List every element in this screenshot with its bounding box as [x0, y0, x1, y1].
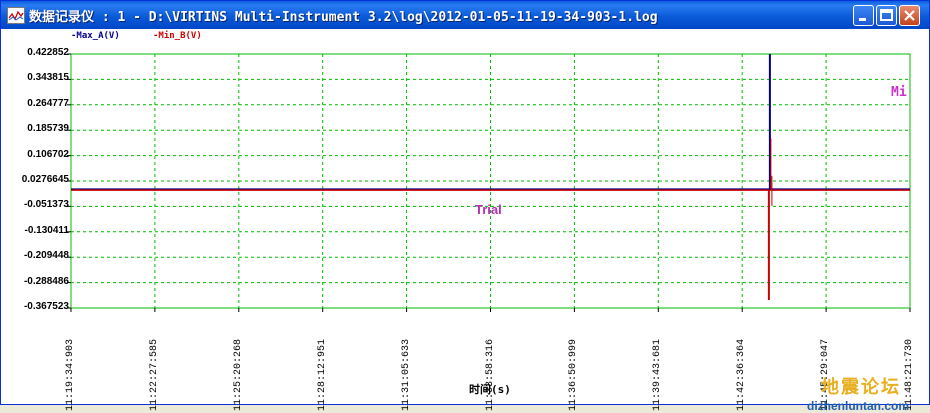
maximize-icon: [880, 9, 893, 21]
minimize-icon: [859, 18, 866, 21]
x-axis-label: 时间(s): [469, 383, 511, 396]
x-tick-label-text: 11:39:43:681: [652, 338, 664, 411]
x-tick-label-text: 11:42:36:364: [736, 338, 748, 411]
chart-area: -Max_A(V) -Min_B(V) 0.422852 0.343815 0.26…: [1, 29, 929, 413]
watermark-cn: 地震论坛: [821, 377, 901, 398]
x-tick-label: 11:19:34:903: [65, 338, 77, 411]
x-tick-label-text: 11:31:05:633: [400, 338, 412, 411]
legend-min-b: -Min_B(V): [153, 31, 202, 41]
x-tick-label: 11:36:50:999: [568, 338, 580, 411]
trial-text: Trial: [475, 202, 502, 217]
title-bar[interactable]: 数据记录仪 : 1 - D:\VIRTINS Multi-Instrument …: [1, 1, 929, 29]
legend-max-a: -Max_A(V): [71, 31, 120, 41]
close-button[interactable]: [899, 5, 920, 26]
x-tick-label: 11:31:05:633: [400, 338, 413, 411]
watermark-en: dizhenluntan.com: [807, 399, 909, 413]
minimize-button[interactable]: [853, 5, 874, 26]
mi-mark: Mi: [891, 85, 907, 100]
plot-svg[interactable]: [1, 29, 929, 404]
y-tick-label: -0.051373: [23, 199, 69, 211]
x-tick-label: 11:42:36:364: [736, 338, 748, 411]
y-tick-label: 0.106702: [27, 148, 69, 160]
y-tick-label: -0.288486: [23, 275, 69, 287]
x-tick-label-text: 11:22:27:585: [148, 338, 160, 411]
x-tick-label: 11:22:27:585: [148, 338, 161, 411]
window-title: 数据记录仪 : 1 - D:\VIRTINS Multi-Instrument …: [29, 10, 658, 25]
legend-min-b-label: -Min_B(V): [153, 31, 202, 41]
close-icon: [904, 10, 915, 21]
x-tick-label-text: 11:36:50:999: [568, 338, 580, 411]
x-tick-label: 11:28:12:951: [316, 338, 329, 411]
x-tick-label-text: 11:19:34:903: [65, 338, 76, 411]
x-tick-label: 11:25:20:268: [232, 338, 245, 411]
x-tick-label: 11:33:58:316: [484, 338, 497, 411]
x-tick-label: 11:39:43:681: [652, 338, 664, 411]
x-tick-label-text: 11:28:12:951: [316, 338, 328, 411]
legend-max-a-label: -Max_A(V): [71, 31, 120, 41]
y-tick-label: 0.264777: [27, 97, 69, 109]
x-tick-label-text: 11:33:58:316: [484, 338, 496, 411]
x-tick-label-text: 11:25:20:268: [232, 338, 244, 411]
y-tick-label: 0.343815: [27, 72, 69, 84]
y-tick-label: 0.0276645: [21, 174, 69, 185]
maximize-button[interactable]: [876, 5, 897, 26]
y-tick-label: -0.209448: [23, 250, 69, 262]
y-tick-label: -0.130411: [24, 224, 70, 236]
y-tick-label: -0.367523: [23, 301, 69, 312]
y-tick-label: 0.422852: [27, 47, 69, 58]
app-icon: [7, 7, 25, 24]
y-tick-label: 0.185739: [27, 123, 69, 135]
